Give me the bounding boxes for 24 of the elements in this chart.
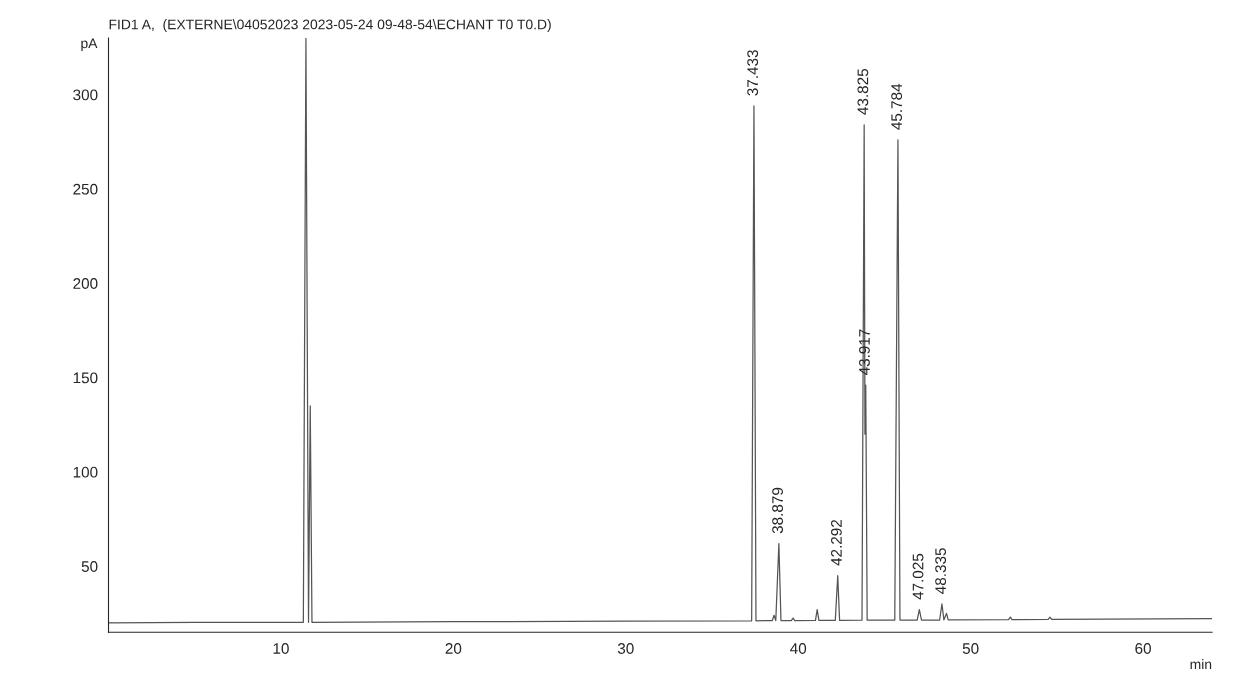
y-tick-label: 200 xyxy=(73,278,98,289)
x-tick-label: 30 xyxy=(617,643,634,654)
y-axis-title: pA xyxy=(81,38,98,51)
annotation: 48.335 xyxy=(935,548,947,594)
x-tick-label: 50 xyxy=(962,643,979,654)
x-tick-label: 60 xyxy=(1135,643,1151,654)
y-tick-label: 300 xyxy=(73,89,98,101)
y-tick-label: 150 xyxy=(73,372,98,384)
annotation: 42.292 xyxy=(831,519,842,566)
annotation: 47.025 xyxy=(912,553,924,600)
y-tick-label: 250 xyxy=(73,183,98,195)
y-tick-label: 50 xyxy=(81,561,98,572)
x-tick-label: 40 xyxy=(790,643,807,654)
annotation: 43.825 xyxy=(857,68,869,115)
x-tick-label: 20 xyxy=(445,643,462,654)
annotation: 37.433 xyxy=(747,50,759,96)
annotation: 38.879 xyxy=(772,487,783,534)
line-series xyxy=(108,38,1213,624)
x-axis-title: min xyxy=(1190,659,1212,670)
x-tick-label: 10 xyxy=(273,643,289,654)
chart-title: FID1 A, (EXTERNE\04052023 2023-05-24 09-48-54\ECHANT T0 T0.D) xyxy=(109,19,551,33)
annotation: 43.917 xyxy=(859,329,870,376)
y-tick-label: 100 xyxy=(73,466,98,478)
annotation: 45.784 xyxy=(891,83,903,130)
